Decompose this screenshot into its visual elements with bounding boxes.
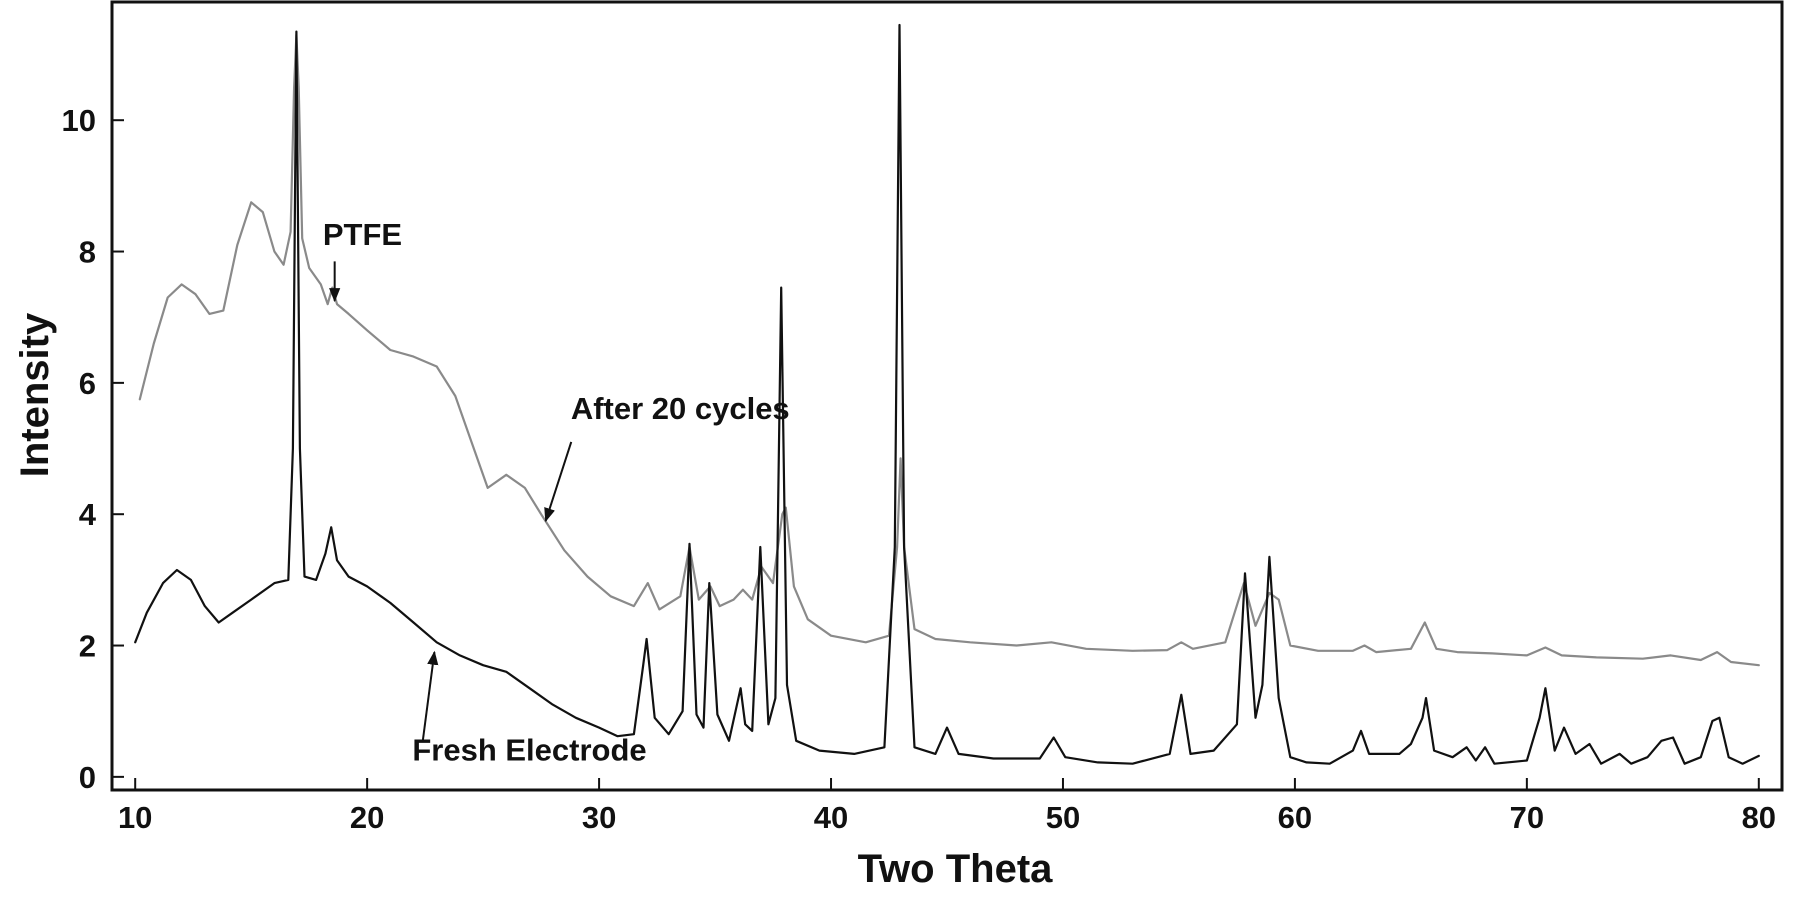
x-tick-label: 40 (814, 800, 848, 835)
axis-labels-group: Two Theta Intensity (13, 312, 1053, 891)
x-tick-label: 50 (1046, 800, 1080, 835)
annotation-label-after-20-cycles: After 20 cycles (571, 391, 790, 426)
y-tick-label: 4 (79, 497, 97, 532)
y-tick-label: 0 (79, 760, 96, 795)
annotation-label-fresh-electrode: Fresh Electrode (412, 732, 646, 767)
annotation-arrow-after-20-cycles (544, 441, 573, 523)
x-tick-label: 20 (350, 800, 384, 835)
x-tick-label: 80 (1742, 800, 1776, 835)
plot-border (110, 0, 1784, 792)
y-tick-label: 10 (62, 103, 96, 138)
x-tick-label: 30 (582, 800, 616, 835)
y-tick-label: 2 (79, 629, 96, 664)
annotations-group: PTFE After 20 cycles Fresh Electrode (323, 217, 790, 767)
series-line-after-20-cycles (138, 33, 1760, 667)
series-group (134, 23, 1760, 765)
x-tick-label: 10 (118, 800, 152, 835)
x-tick-label: 60 (1278, 800, 1312, 835)
annotation-arrow-fresh-electrode (421, 650, 439, 741)
plot-frame: 10 20 30 40 50 60 70 80 0 2 4 6 8 10 (62, 0, 1784, 835)
annotation-label-ptfe: PTFE (323, 217, 402, 252)
y-axis-title: Intensity (13, 312, 57, 477)
x-axis-title: Two Theta (858, 847, 1054, 891)
series-line-fresh-electrode (134, 23, 1760, 765)
y-tick-label: 8 (79, 235, 96, 270)
y-tick-label: 6 (79, 366, 96, 401)
x-tick-label: 70 (1510, 800, 1544, 835)
